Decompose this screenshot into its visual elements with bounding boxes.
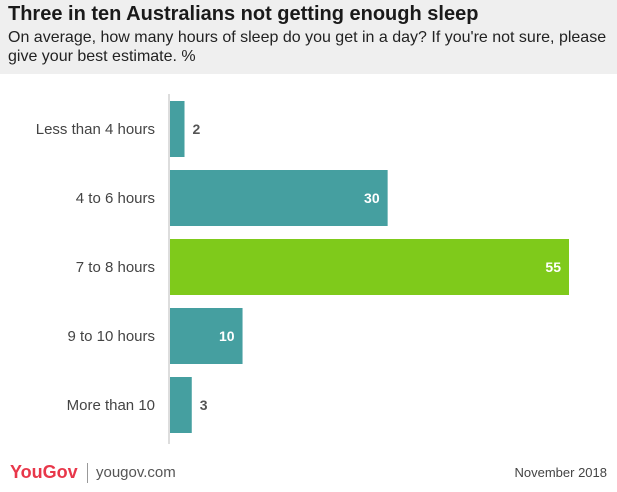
bar-1 — [170, 170, 388, 226]
category-label-1: 4 to 6 hours — [76, 190, 155, 207]
chart-title: Three in ten Australians not getting eno… — [8, 3, 479, 25]
bar-chart: Less than 4 hours 2 4 to 6 hours 30 7 to 8 h… — [36, 94, 569, 444]
bar-0 — [170, 101, 185, 157]
category-label-0: Less than 4 hours — [36, 121, 155, 138]
footer-site-link[interactable]: yougov.com — [96, 464, 176, 481]
bar-4 — [170, 377, 192, 433]
category-label-4: More than 10 — [67, 397, 155, 414]
value-label-1: 30 — [364, 190, 380, 206]
footer-separator — [87, 463, 88, 483]
value-label-2: 55 — [545, 259, 561, 275]
chart-header: Three in ten Australians not getting eno… — [0, 0, 617, 74]
value-label-0: 2 — [193, 121, 201, 137]
bar-3 — [170, 308, 243, 364]
chart-subtitle: On average, how many hours of sleep do y… — [8, 29, 607, 65]
bar-2 — [170, 239, 569, 295]
category-label-2: 7 to 8 hours — [76, 259, 155, 276]
value-label-4: 3 — [200, 397, 208, 413]
value-label-3: 10 — [219, 328, 235, 344]
footer-date: November 2018 — [514, 465, 608, 480]
yougov-logo: YouGov — [10, 462, 78, 482]
category-label-3: 9 to 10 hours — [67, 328, 155, 345]
